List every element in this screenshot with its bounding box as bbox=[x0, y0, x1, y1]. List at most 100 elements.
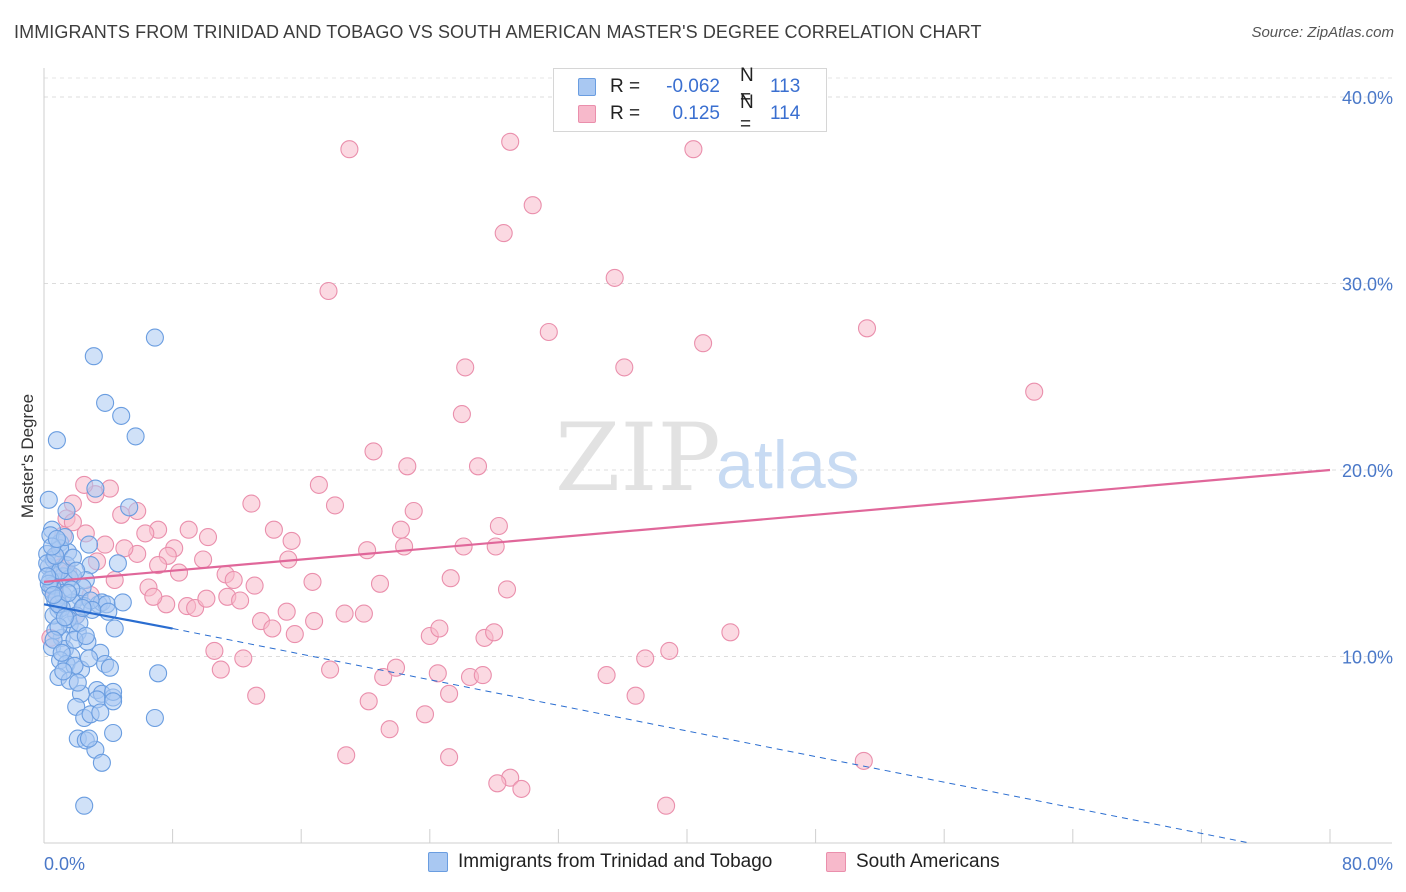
trinidad-tobago-point-59 bbox=[91, 703, 110, 722]
n-value: 114 bbox=[770, 103, 801, 124]
south-americans-point-29 bbox=[242, 494, 261, 513]
south-americans-point-75 bbox=[721, 623, 740, 642]
chart-title: IMMIGRANTS FROM TRINIDAD AND TOBAGO VS S… bbox=[14, 22, 982, 42]
south-americans-point-5 bbox=[605, 268, 624, 287]
axes bbox=[43, 68, 1392, 844]
south-americans-point-64 bbox=[277, 602, 296, 621]
trinidad-tobago-point-111 bbox=[52, 643, 71, 662]
trend-line-south-americans bbox=[43, 468, 1331, 583]
trinidad-tobago-point-70 bbox=[75, 796, 94, 815]
y-tick-label-3: 40.0% bbox=[1342, 88, 1393, 108]
south-americans-point-94 bbox=[440, 748, 459, 767]
south-americans-point-96 bbox=[488, 774, 507, 793]
south-americans-point-97 bbox=[512, 779, 531, 798]
trinidad-tobago-point-13 bbox=[47, 431, 66, 450]
series-trinidad-tobago bbox=[38, 328, 168, 815]
trinidad-tobago-point-15 bbox=[145, 328, 164, 347]
south-americans-point-4 bbox=[494, 224, 513, 243]
n-label: N = bbox=[740, 65, 754, 108]
south-americans-point-30 bbox=[198, 528, 218, 547]
trinidad-tobago-point-63 bbox=[105, 619, 124, 638]
blue-swatch bbox=[578, 78, 596, 96]
south-americans-point-85 bbox=[473, 666, 492, 685]
south-americans-point-88 bbox=[359, 692, 378, 711]
south-americans-point-108 bbox=[144, 587, 163, 606]
trinidad-tobago-point-69 bbox=[92, 753, 111, 772]
trinidad-tobago-point-60 bbox=[104, 692, 123, 711]
south-americans-point-34 bbox=[136, 524, 155, 543]
legend-row-pink: R = 0.125 N = 114 bbox=[578, 92, 801, 135]
south-americans-point-67 bbox=[335, 604, 354, 623]
south-americans-point-19 bbox=[325, 496, 345, 515]
south-americans-point-72 bbox=[485, 623, 504, 642]
trinidad-tobago-point-109 bbox=[67, 561, 86, 580]
south-americans-point-31 bbox=[179, 520, 198, 539]
r-label: R = bbox=[610, 76, 641, 97]
south-americans-point-25 bbox=[358, 541, 377, 560]
south-americans-point-91 bbox=[415, 705, 435, 724]
trinidad-tobago-point-99 bbox=[54, 662, 73, 681]
trinidad-tobago-point-21 bbox=[79, 535, 99, 554]
trinidad-tobago-point-18 bbox=[126, 427, 145, 446]
legend-item-south-americans: South Americans bbox=[826, 851, 1000, 873]
south-americans-point-65 bbox=[285, 625, 304, 644]
south-americans-point-14 bbox=[364, 442, 383, 461]
south-americans-point-81 bbox=[374, 667, 393, 687]
south-americans-point-16 bbox=[468, 457, 488, 476]
south-americans-point-8 bbox=[857, 319, 877, 338]
south-americans-point-76 bbox=[263, 619, 282, 638]
trinidad-tobago-point-12 bbox=[57, 501, 76, 521]
south-americans-point-49 bbox=[224, 570, 243, 590]
y-axis-label: Master's Degree bbox=[18, 394, 37, 518]
south-americans-point-74 bbox=[636, 649, 655, 668]
watermark-zip: ZIP bbox=[555, 404, 721, 513]
r-value: -0.062 bbox=[666, 76, 720, 97]
trinidad-tobago-point-104 bbox=[55, 608, 74, 627]
trinidad-tobago-point-11 bbox=[39, 490, 58, 509]
south-americans-point-82 bbox=[386, 658, 406, 677]
south-americans-point-78 bbox=[211, 660, 230, 679]
watermark-atlas: atlas bbox=[716, 427, 860, 503]
south-americans-point-7 bbox=[539, 322, 558, 342]
legend-label-south-americans: South Americans bbox=[856, 851, 1000, 872]
south-americans-point-55 bbox=[149, 556, 168, 575]
south-americans-point-89 bbox=[440, 684, 459, 703]
south-americans-point-60 bbox=[197, 589, 216, 608]
south-americans-point-99 bbox=[854, 751, 873, 770]
south-americans-point-107 bbox=[105, 570, 124, 590]
south-americans-point-79 bbox=[234, 649, 253, 668]
south-americans-point-109 bbox=[96, 535, 115, 554]
trinidad-tobago-point-61 bbox=[145, 708, 164, 728]
x-tick-label-max: 80.0% bbox=[1342, 854, 1393, 874]
south-americans-point-68 bbox=[354, 604, 373, 623]
south-americans-point-111 bbox=[169, 563, 189, 582]
y-tick-label-2: 30.0% bbox=[1342, 275, 1393, 295]
south-americans-point-50 bbox=[245, 576, 264, 595]
south-americans-point-21 bbox=[391, 520, 410, 539]
r-label: R = bbox=[610, 103, 641, 124]
grid-lines bbox=[44, 77, 1392, 657]
south-americans-point-98 bbox=[657, 796, 676, 815]
south-americans-point-93 bbox=[337, 746, 356, 765]
n-value: 113 bbox=[770, 76, 801, 97]
trinidad-tobago-point-100 bbox=[68, 673, 87, 692]
legend-row-blue: R = -0.062 N = 113 bbox=[578, 65, 801, 108]
south-americans-point-73 bbox=[660, 641, 679, 660]
trinidad-tobago-point-31 bbox=[113, 593, 132, 612]
south-americans-point-17 bbox=[309, 475, 328, 494]
south-americans-point-1 bbox=[501, 132, 520, 151]
trinidad-tobago-point-107 bbox=[47, 529, 66, 549]
south-americans-point-83 bbox=[428, 664, 447, 683]
trinidad-tobago-point-110 bbox=[44, 585, 63, 605]
trend-line-trinidad-tobago bbox=[43, 603, 173, 630]
south-americans-point-27 bbox=[282, 531, 301, 550]
n-label: N = bbox=[740, 92, 754, 135]
south-americans-point-18 bbox=[404, 501, 423, 521]
x-tick-label-min: 0.0% bbox=[44, 854, 85, 874]
south-americans-point-86 bbox=[597, 666, 616, 685]
south-americans-point-6 bbox=[319, 281, 338, 301]
south-americans-point-53 bbox=[441, 569, 460, 588]
south-americans-point-3 bbox=[523, 196, 542, 215]
y-tick-label-1: 20.0% bbox=[1342, 461, 1393, 481]
